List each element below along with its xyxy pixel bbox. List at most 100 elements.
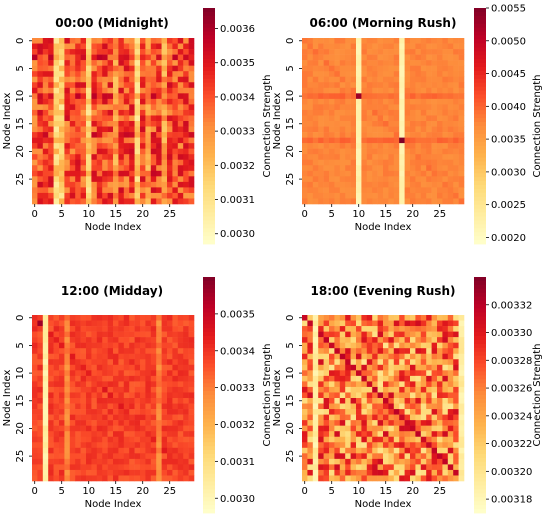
heatmap-cell xyxy=(399,453,405,460)
heatmap-cell xyxy=(415,38,422,44)
heatmap-cell xyxy=(167,132,173,138)
heatmap-cell xyxy=(361,425,368,432)
heatmap-cell xyxy=(113,458,119,465)
heatmap-cell xyxy=(442,409,449,415)
colorbar-segment xyxy=(203,208,215,213)
heatmap-cell xyxy=(404,453,411,460)
heatmap-cell xyxy=(339,392,346,399)
heatmap-cell xyxy=(86,409,92,415)
heatmap-cell xyxy=(53,425,60,432)
heatmap-cell xyxy=(334,403,341,410)
heatmap-cell xyxy=(339,60,346,66)
heatmap-cell xyxy=(48,353,54,360)
heatmap-cell xyxy=(453,126,459,133)
heatmap-cell xyxy=(453,187,459,194)
heatmap-cell xyxy=(437,187,443,194)
heatmap-cell xyxy=(53,87,60,94)
heatmap-cell xyxy=(366,464,373,471)
heatmap-cell xyxy=(334,65,341,72)
heatmap-cell xyxy=(329,104,335,111)
colorbar-segment xyxy=(474,316,486,321)
heatmap-cell xyxy=(420,342,427,349)
heatmap-cell xyxy=(156,403,162,410)
heatmap-cell xyxy=(458,121,465,127)
heatmap-cell xyxy=(404,331,411,338)
heatmap-cell xyxy=(388,71,395,78)
heatmap-cell xyxy=(426,458,432,465)
heatmap-cell xyxy=(37,121,44,127)
heatmap-cell xyxy=(372,331,378,338)
heatmap-cell xyxy=(37,49,44,55)
heatmap-cell xyxy=(129,109,135,116)
heatmap-cell xyxy=(458,192,465,199)
heatmap-cell xyxy=(37,126,44,133)
heatmap-cell xyxy=(156,442,162,449)
heatmap-cell xyxy=(312,54,319,61)
colorbar-segment xyxy=(474,27,486,32)
heatmap-cell xyxy=(102,165,108,172)
heatmap-cell xyxy=(345,132,351,138)
heatmap-cell xyxy=(361,49,368,55)
heatmap-cell xyxy=(377,469,384,476)
heatmap-cell xyxy=(437,425,443,432)
heatmap-cell xyxy=(399,375,405,382)
heatmap-cell xyxy=(86,381,92,388)
heatmap-cell xyxy=(96,198,103,205)
heatmap-cell xyxy=(145,60,152,66)
heatmap-cell xyxy=(172,176,179,183)
colorbar-segment xyxy=(474,308,486,313)
heatmap-cell xyxy=(437,326,443,332)
heatmap-cell xyxy=(69,331,76,338)
heatmap-cell xyxy=(383,342,389,349)
heatmap-cell xyxy=(156,425,162,432)
heatmap-cell xyxy=(383,176,389,183)
heatmap-cell xyxy=(177,315,184,321)
heatmap-cell xyxy=(161,165,168,172)
heatmap-cell xyxy=(42,420,49,426)
heatmap-cell xyxy=(383,109,389,116)
heatmap-cell xyxy=(366,137,373,144)
heatmap-cell xyxy=(426,104,432,111)
heatmap-cell xyxy=(329,315,335,321)
heatmap-cell xyxy=(447,364,454,371)
heatmap-cell xyxy=(426,420,432,426)
heatmap-cell xyxy=(383,409,389,415)
heatmap-cell xyxy=(156,398,162,404)
heatmap-cell xyxy=(42,436,49,443)
heatmap-cell xyxy=(102,65,108,72)
heatmap-cell xyxy=(42,364,49,371)
heatmap-cell xyxy=(361,181,368,188)
heatmap-cell xyxy=(134,82,141,89)
heatmap-cell xyxy=(366,392,373,399)
heatmap-cell xyxy=(458,126,465,133)
heatmap-cell xyxy=(302,93,308,100)
heatmap-cell xyxy=(393,403,400,410)
heatmap-cell xyxy=(453,104,459,111)
heatmap-cell xyxy=(350,76,357,83)
heatmap-cell xyxy=(339,49,346,55)
heatmap-cell xyxy=(361,87,368,94)
heatmap-cell xyxy=(431,104,438,111)
heatmap-cell xyxy=(399,420,405,426)
heatmap-cell xyxy=(350,370,357,377)
heatmap-cell xyxy=(339,165,346,172)
heatmap-cell xyxy=(91,475,98,482)
heatmap-cell xyxy=(458,420,465,426)
heatmap-cell xyxy=(177,154,184,161)
heatmap-cell xyxy=(96,414,103,421)
heatmap-cell xyxy=(399,192,405,199)
heatmap-cell xyxy=(334,71,341,78)
heatmap-cell xyxy=(350,326,357,332)
heatmap-cell xyxy=(96,386,103,393)
heatmap-cell xyxy=(80,176,87,183)
heatmap-cell xyxy=(80,458,87,465)
heatmap-cell xyxy=(458,38,465,44)
heatmap-cell xyxy=(345,148,351,155)
heatmap-cell xyxy=(80,342,87,349)
heatmap-cell xyxy=(156,420,162,426)
heatmap-cell xyxy=(80,71,87,78)
heatmap-cell xyxy=(32,331,38,338)
heatmap-cell xyxy=(393,187,400,194)
heatmap-cell xyxy=(134,104,141,111)
heatmap-cell xyxy=(453,364,459,371)
